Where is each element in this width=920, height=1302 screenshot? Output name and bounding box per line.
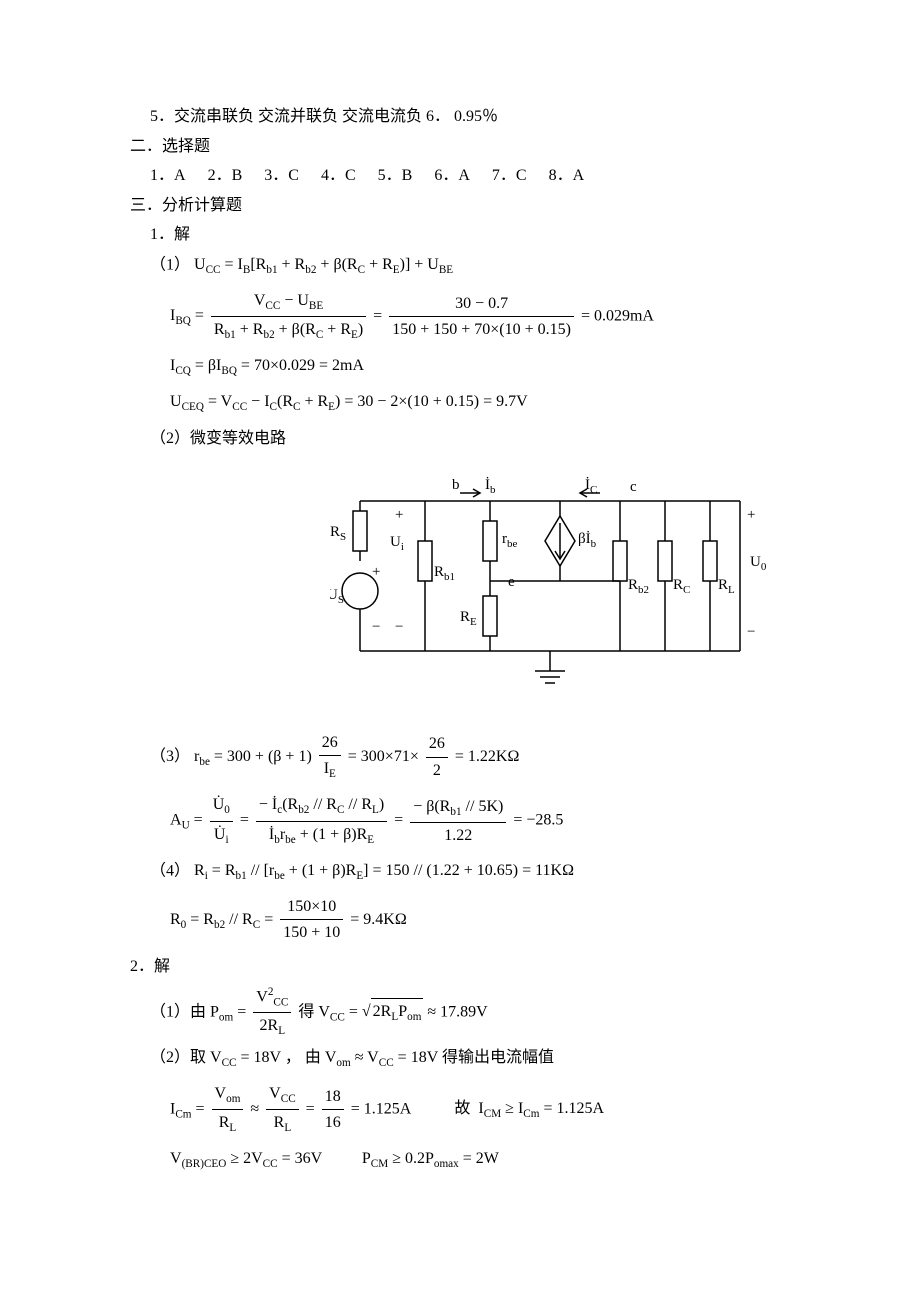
- svg-text:RE: RE: [460, 609, 477, 628]
- eq5: （3） rbe = 300 + (β + 1) 26IE = 300×71× 2…: [150, 730, 810, 785]
- mc-item: 4．C: [321, 167, 356, 184]
- svg-text:c: c: [630, 479, 637, 495]
- eq3: ICQ = βIBQ = 70×0.029 = 2mA: [170, 353, 810, 381]
- mc-item: 7．C: [492, 167, 527, 184]
- eq1: （1） UCC = IB[Rb1 + Rb2 + β(RC + RE)] + U…: [150, 252, 810, 280]
- svg-text:RS: RS: [330, 524, 346, 543]
- mc-item: 5．B: [378, 167, 413, 184]
- svg-text:Rb2: Rb2: [628, 577, 649, 596]
- svg-text:rbe: rbe: [502, 531, 518, 550]
- answer-line-5: 5．交流串联负 交流并联负 交流电流负 6． 0.95％: [150, 104, 810, 130]
- svg-text:βİb: βİb: [578, 531, 597, 550]
- p2-eq3: ICm = VomRL ≈ VCCRL = 1816 = 1.125A 故 IC…: [170, 1081, 810, 1138]
- p2-eq1: （1）由 Pom = V2CC2RL 得 VCC = 2RLPom ≈ 17.8…: [150, 984, 810, 1042]
- mc-item: 1．A: [150, 167, 186, 184]
- eq1-label: （1）: [150, 257, 190, 274]
- p2-eq4: V(BR)CEO ≥ 2VCC = 36V PCM ≥ 0.2Pomax = 2…: [170, 1146, 810, 1174]
- svg-text:İb: İb: [485, 477, 496, 496]
- svg-text:RC: RC: [673, 577, 690, 596]
- eq6: AU = U̇0U̇i = − İc(Rb2 // RC // RL)İbrbe…: [170, 792, 810, 849]
- section3-title: 三．分析计算题: [130, 193, 810, 219]
- p1-part2: （2）微变等效电路: [150, 426, 810, 452]
- eq2: IBQ = VCC − UBERb1 + Rb2 + β(RC + RE) = …: [170, 288, 810, 345]
- p1-label: 1．解: [150, 222, 810, 248]
- svg-text:b: b: [452, 477, 460, 493]
- svg-text:−: −: [395, 619, 403, 635]
- svg-text:+: +: [395, 507, 403, 523]
- svg-text:Ui: Ui: [390, 534, 404, 553]
- eq7: （4） Ri = Rb1 // [rbe + (1 + β)RE] = 150 …: [150, 858, 810, 886]
- mc-answers: 1．A 2．B 3．C 4．C 5．B 6．A 7．C 8．A: [150, 163, 810, 189]
- svg-text:U0: U0: [750, 554, 767, 573]
- p2-label: 2．解: [130, 954, 810, 980]
- mc-item: 2．B: [208, 167, 243, 184]
- eq4: UCEQ = VCC − IC(RC + RE) = 30 − 2×(10 + …: [170, 389, 810, 417]
- svg-text:−: −: [747, 624, 755, 640]
- svg-text:+: +: [372, 564, 380, 580]
- svg-text:e: e: [508, 574, 515, 590]
- circuit-diagram: b İb İC c + + RS Ui rbe βİb U0 + Rb1 e R…: [330, 471, 810, 710]
- svg-text:Rb1: Rb1: [434, 564, 455, 583]
- mc-item: 8．A: [549, 167, 585, 184]
- eq8: R0 = Rb2 // RC = 150×10150 + 10 = 9.4KΩ: [170, 894, 810, 946]
- mc-item: 6．A: [434, 167, 470, 184]
- eq2-lhs: IBQ =: [170, 307, 208, 324]
- svg-text:+: +: [747, 507, 755, 523]
- p2-eq2: （2）取 VCC = 18V ， 由 Vom ≈ VCC = 18V 得输出电流…: [150, 1045, 810, 1073]
- section2-title: 二．选择题: [130, 134, 810, 160]
- svg-text:RL: RL: [718, 577, 735, 596]
- mc-item: 3．C: [264, 167, 299, 184]
- svg-text:−: −: [372, 619, 380, 635]
- eq5-label: （3）: [150, 748, 190, 765]
